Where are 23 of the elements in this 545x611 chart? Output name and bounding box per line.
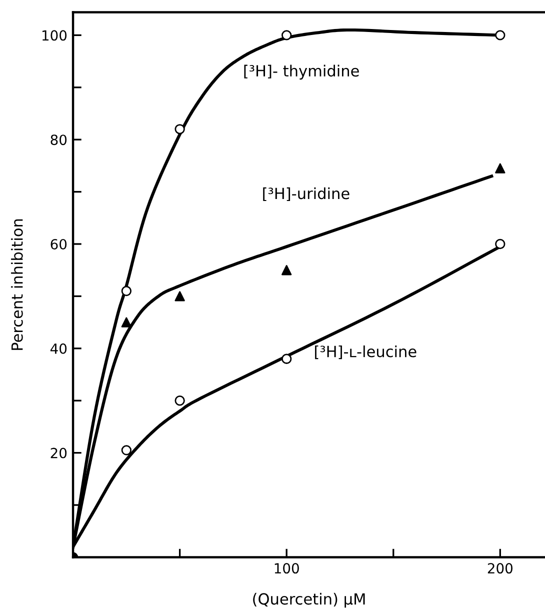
- x-tick-label: 200: [488, 563, 512, 574]
- point: [121, 317, 132, 328]
- x-axis-title: (Quercetin) μM: [253, 592, 365, 608]
- point: [174, 291, 185, 302]
- point: [495, 238, 506, 250]
- point: [121, 286, 132, 296]
- point: [121, 445, 132, 456]
- point: [495, 163, 506, 174]
- y-tick-label: 100: [42, 30, 67, 41]
- point: [174, 124, 185, 134]
- point: [174, 396, 185, 406]
- point: [282, 265, 292, 276]
- y-tick-label: 60: [50, 238, 67, 250]
- y-tick-label: 80: [50, 134, 67, 146]
- point: [282, 30, 292, 40]
- point: [495, 30, 506, 40]
- y-axis-title: Percent inhibition: [11, 219, 23, 350]
- annotation: [³H]-ʟ-leucine: [315, 345, 416, 360]
- annotation: [³H]- thymidine: [244, 64, 359, 80]
- y-tick-label: 20: [50, 448, 67, 458]
- y-tick-label: 40: [50, 343, 67, 354]
- point: [282, 354, 292, 364]
- annotation: [³H]-uridine: [263, 187, 350, 202]
